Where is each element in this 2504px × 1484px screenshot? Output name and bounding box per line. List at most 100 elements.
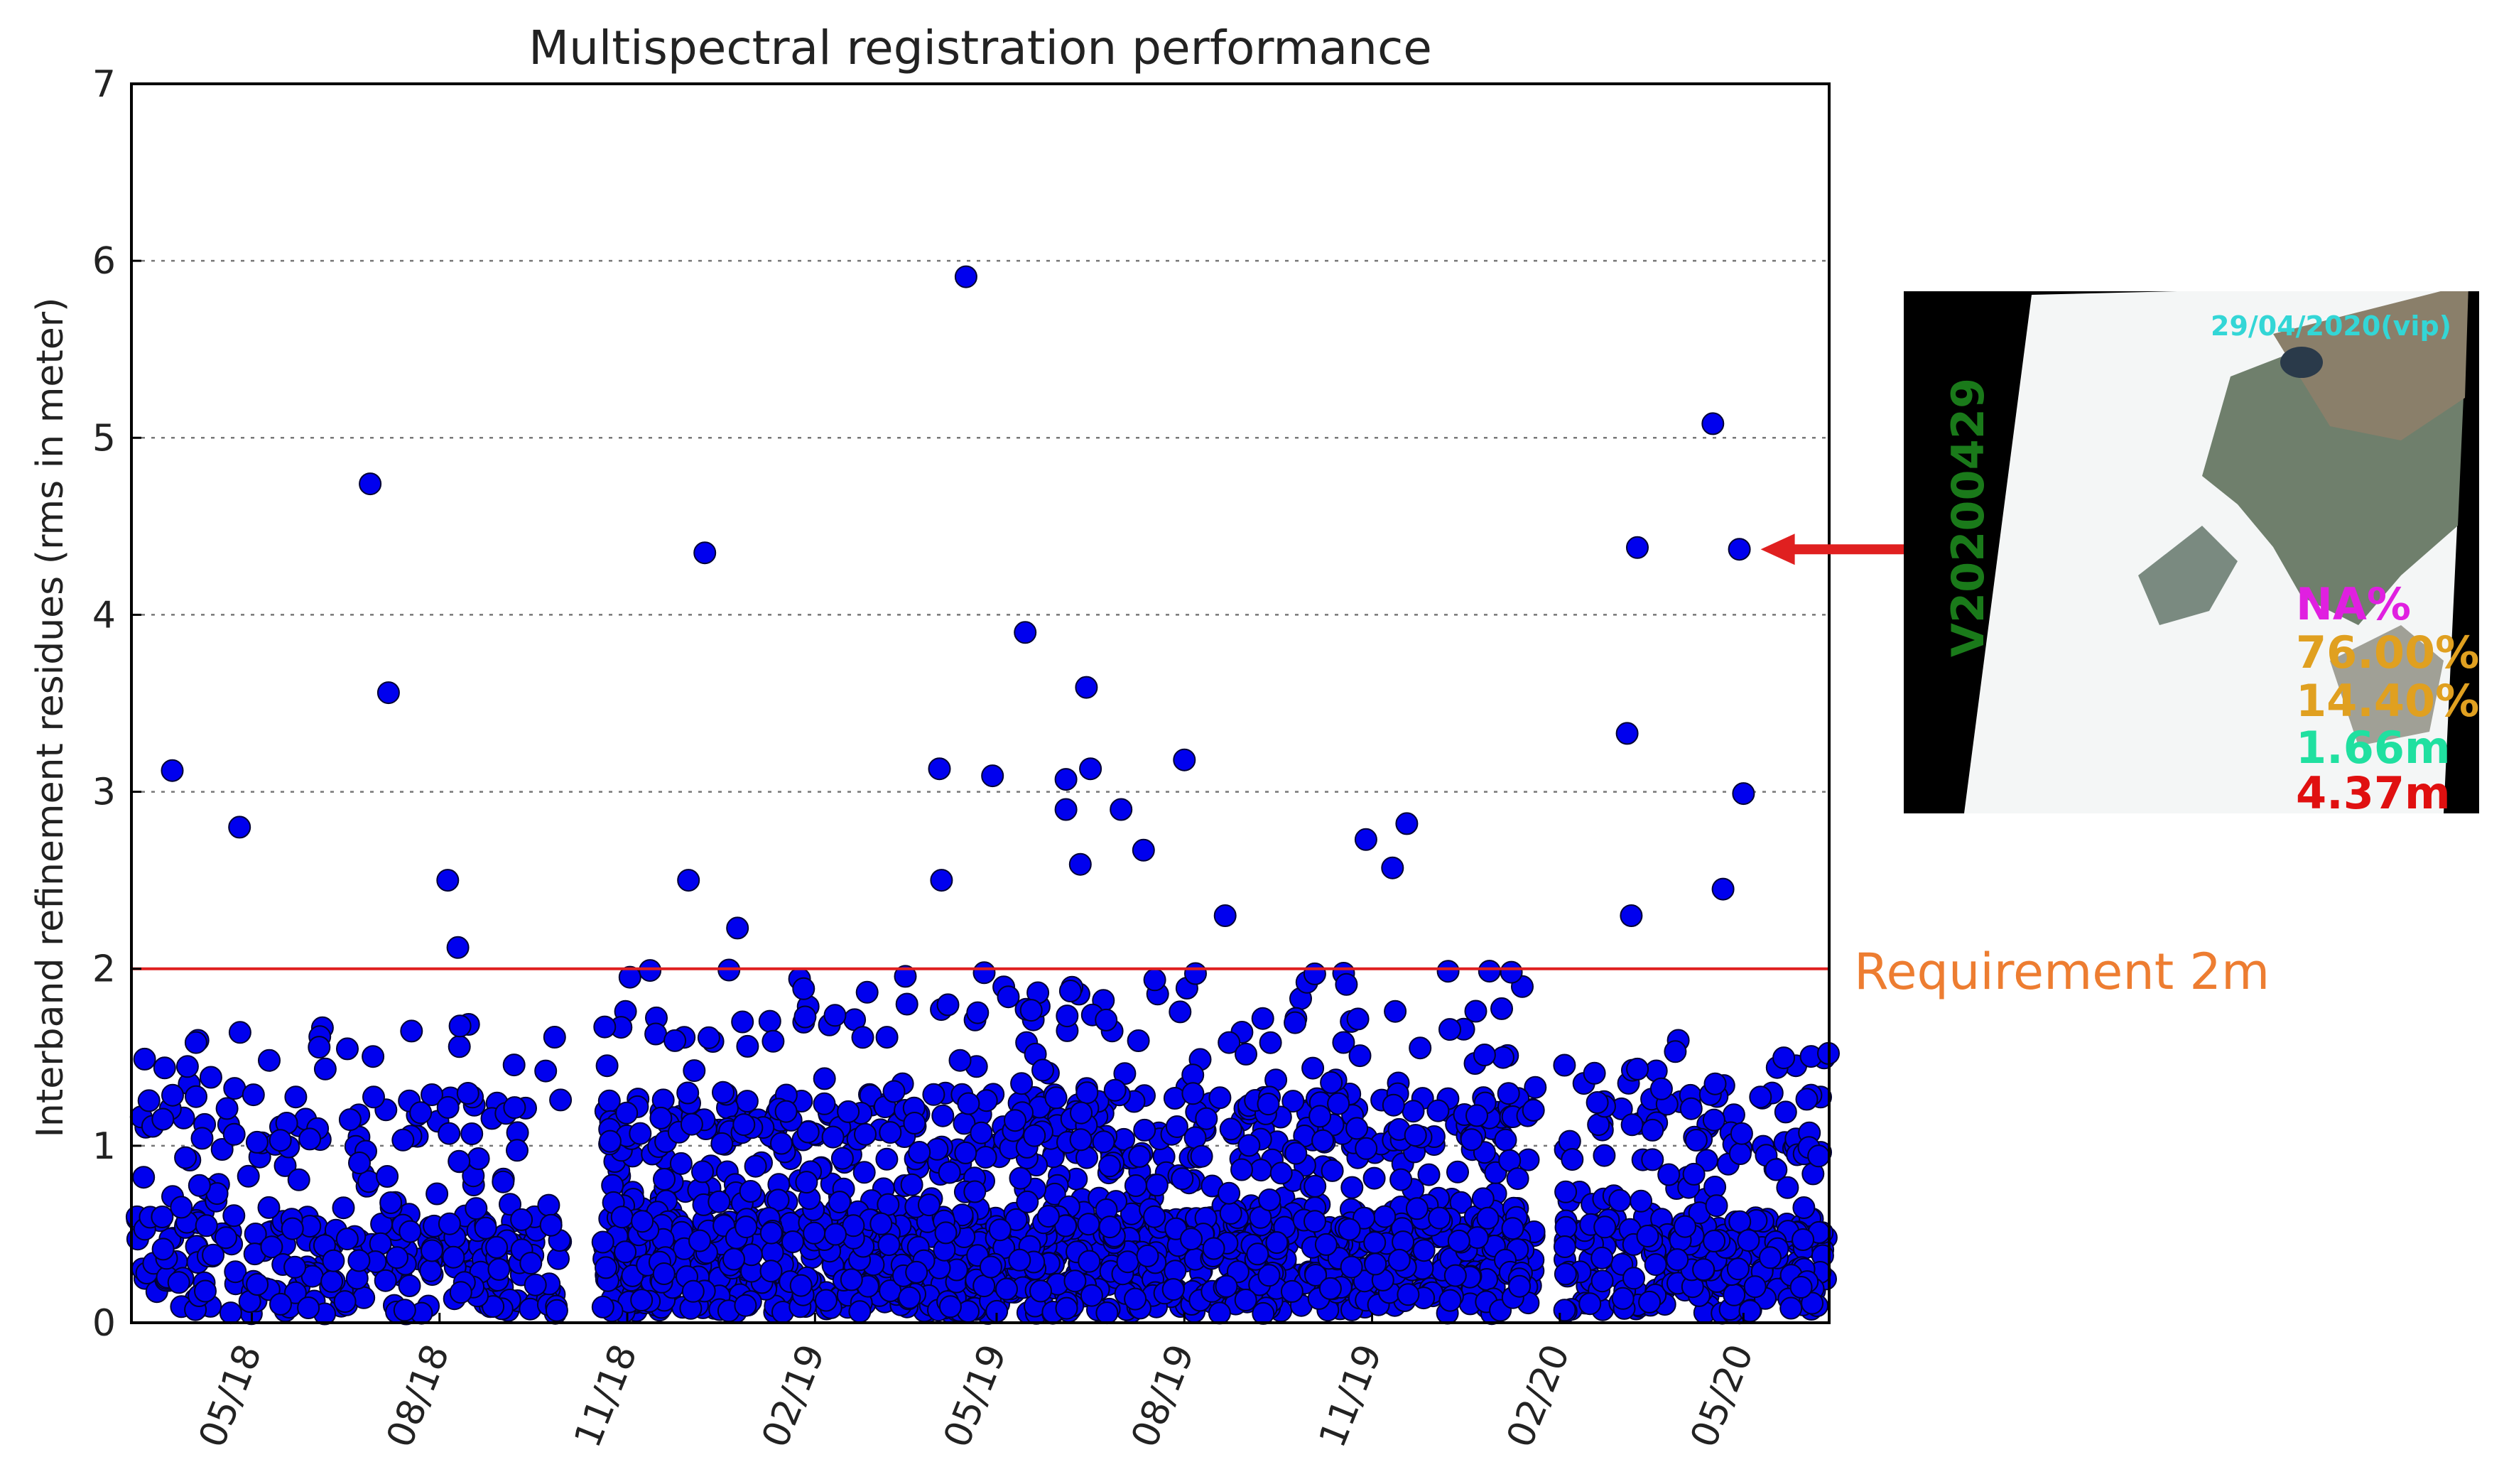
scatter-point bbox=[549, 1088, 573, 1112]
scatter-point bbox=[1103, 1078, 1127, 1102]
scatter-point bbox=[677, 869, 700, 892]
scatter-point bbox=[1682, 1162, 1706, 1186]
scatter-point bbox=[153, 1056, 176, 1080]
scatter-point bbox=[1447, 1229, 1470, 1252]
scatter-point bbox=[1070, 1101, 1093, 1125]
scatter-point bbox=[963, 1180, 987, 1203]
scatter-point bbox=[1069, 1128, 1093, 1152]
scatter-point bbox=[448, 1149, 471, 1173]
scatter-point bbox=[759, 1221, 783, 1245]
scatter-point bbox=[1630, 1189, 1653, 1213]
scatter-point bbox=[257, 1196, 281, 1219]
scatter-point bbox=[813, 1092, 836, 1115]
scatter-point bbox=[465, 1197, 488, 1220]
scatter-point bbox=[222, 1204, 246, 1228]
scatter-point bbox=[1165, 1115, 1188, 1138]
scatter-point bbox=[393, 1299, 416, 1322]
scatter-point bbox=[792, 977, 815, 1000]
scatter-point bbox=[322, 1249, 345, 1272]
scatter-point bbox=[1776, 1176, 1799, 1199]
scatter-point bbox=[1438, 1289, 1462, 1312]
scatter-point bbox=[170, 1196, 193, 1219]
scatter-point bbox=[1143, 968, 1166, 992]
scatter-point bbox=[903, 1112, 926, 1134]
scatter-point bbox=[972, 961, 996, 985]
scatter-point bbox=[1494, 1128, 1517, 1152]
scatter-point bbox=[1465, 1104, 1488, 1127]
scatter-point bbox=[1363, 1231, 1387, 1255]
scatter-point bbox=[1332, 1031, 1355, 1054]
scatter-point bbox=[1404, 1124, 1427, 1147]
scatter-point bbox=[202, 1243, 225, 1267]
scatter-point bbox=[1249, 1206, 1272, 1229]
scatter-point bbox=[591, 1295, 614, 1318]
scatter-point bbox=[1230, 1158, 1253, 1181]
scatter-point bbox=[1692, 1258, 1716, 1282]
scatter-point bbox=[1304, 1264, 1328, 1287]
scatter-point bbox=[222, 1122, 246, 1146]
scatter-point bbox=[1055, 1296, 1078, 1320]
scatter-point bbox=[1019, 999, 1043, 1022]
scatter-point bbox=[1143, 1205, 1166, 1228]
scatter-point bbox=[313, 1057, 337, 1080]
scatter-point bbox=[1476, 1206, 1500, 1230]
scatter-point bbox=[376, 1165, 399, 1188]
scatter-point bbox=[1054, 1214, 1078, 1237]
scatter-point bbox=[1113, 1062, 1137, 1085]
scatter-point bbox=[503, 1096, 526, 1120]
scatter-point bbox=[1303, 962, 1326, 985]
scatter-point bbox=[502, 1054, 526, 1077]
scatter-point bbox=[237, 1164, 260, 1188]
scatter-point bbox=[449, 1281, 472, 1304]
scatter-point bbox=[258, 1049, 281, 1072]
scatter-point bbox=[1054, 768, 1078, 791]
scatter-point bbox=[708, 1190, 731, 1213]
scatter-point bbox=[133, 1047, 156, 1071]
scatter-point bbox=[639, 959, 662, 982]
scatter-point bbox=[1460, 1128, 1483, 1152]
scatter-point bbox=[1362, 1166, 1386, 1190]
scatter-point bbox=[1301, 1056, 1325, 1080]
scatter-point bbox=[1443, 1264, 1467, 1287]
scatter-point bbox=[1136, 1244, 1159, 1267]
scatter-point bbox=[1173, 748, 1196, 771]
scatter-point bbox=[1110, 798, 1133, 821]
scatter-point bbox=[1237, 1134, 1261, 1157]
scatter-point bbox=[161, 759, 184, 782]
scatter-point bbox=[736, 1034, 759, 1058]
scatter-point bbox=[649, 1106, 673, 1130]
scatter-point bbox=[934, 1221, 958, 1245]
scatter-point bbox=[593, 1015, 617, 1039]
scatter-point bbox=[228, 1021, 251, 1044]
scatter-point bbox=[1098, 1215, 1122, 1239]
y-tick-label: 7 bbox=[92, 63, 116, 106]
inset-percent-1: 76.00% bbox=[2296, 627, 2479, 678]
scatter-point bbox=[1078, 1250, 1101, 1273]
scatter-point bbox=[618, 965, 641, 989]
scatter-point bbox=[537, 1193, 560, 1217]
scatter-point bbox=[855, 980, 879, 1004]
scatter-point bbox=[1348, 1044, 1372, 1068]
plot-frame bbox=[130, 82, 1831, 1324]
scatter-point bbox=[1080, 1284, 1103, 1307]
scatter-point bbox=[1009, 1166, 1032, 1190]
scatter-point bbox=[534, 1059, 558, 1083]
scatter-point bbox=[1202, 1237, 1225, 1260]
scatter-point bbox=[663, 1029, 687, 1052]
scatter-point bbox=[908, 1141, 931, 1164]
scatter-point bbox=[1311, 1129, 1335, 1152]
scatter-point bbox=[852, 1161, 876, 1184]
scatter-point bbox=[492, 1170, 515, 1193]
scatter-point bbox=[482, 1295, 505, 1318]
scatter-point bbox=[1392, 1230, 1415, 1254]
scatter-point bbox=[726, 916, 749, 940]
scatter-point bbox=[194, 1279, 217, 1303]
scatter-point bbox=[1779, 1296, 1803, 1320]
scatter-point bbox=[1079, 757, 1102, 781]
scatter-point bbox=[421, 1239, 443, 1262]
scatter-point bbox=[1338, 1218, 1361, 1241]
scatter-point bbox=[823, 1004, 847, 1027]
scatter-point bbox=[898, 1286, 921, 1309]
scatter-point bbox=[287, 1168, 310, 1191]
scatter-point bbox=[954, 1141, 977, 1164]
